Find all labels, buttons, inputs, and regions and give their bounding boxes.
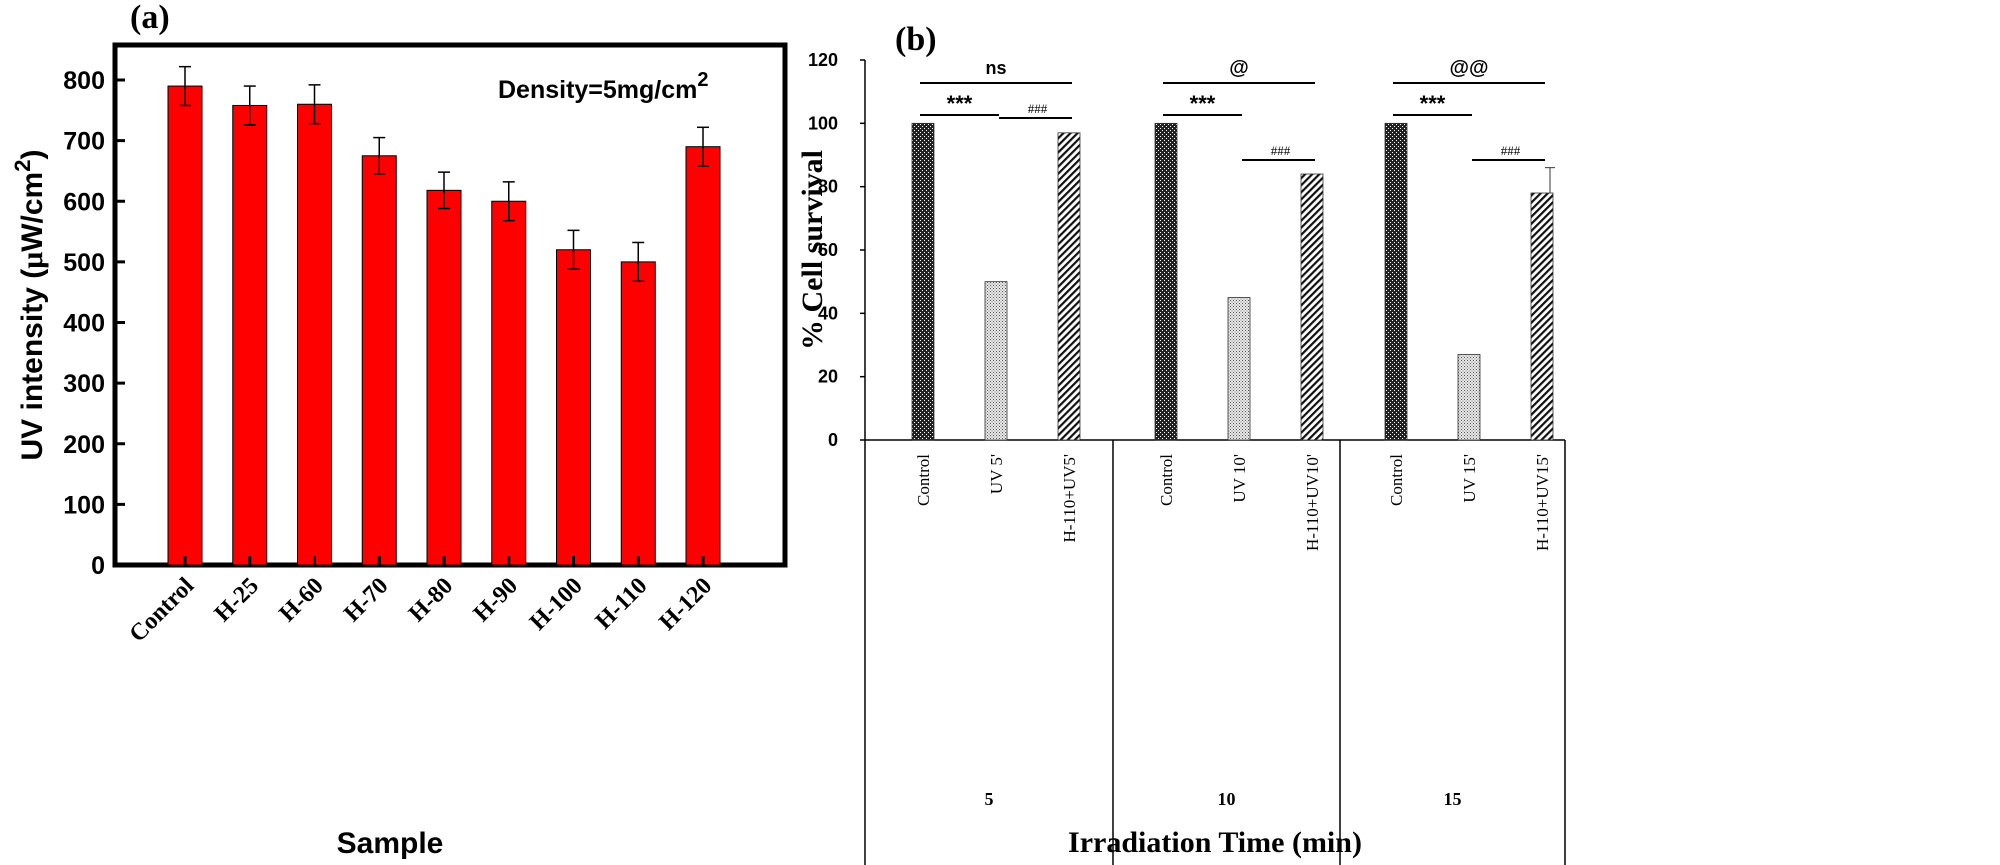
y-tick-label: 100 xyxy=(808,113,838,133)
y-tick-label: 500 xyxy=(63,249,105,277)
y-tick-label: 700 xyxy=(63,128,105,156)
panel-b-bars xyxy=(911,122,1555,441)
panel-a-x-axis-title: Sample xyxy=(337,827,444,860)
sig-label-top: @@ xyxy=(1449,57,1488,79)
bar-h-100 xyxy=(556,249,591,566)
y-tick-label: 0 xyxy=(91,552,105,580)
y-tick-label: 80 xyxy=(818,177,838,197)
panel-a-bars xyxy=(167,65,721,566)
panel-a-y-axis: 0 100 200 300 400 500 600 700 800 xyxy=(63,67,125,580)
x-category-label: UV 10' xyxy=(1230,454,1249,503)
y-tick-label: 20 xyxy=(818,367,838,387)
y-tick-label: 120 xyxy=(808,50,838,70)
x-tick-label: H-120 xyxy=(655,573,718,636)
bar-h-80 xyxy=(426,189,462,566)
bar-h-90 xyxy=(491,200,527,566)
bar-uv-5- xyxy=(984,281,1008,441)
bar-h-110-uv10- xyxy=(1300,173,1324,441)
x-tick-label: H-70 xyxy=(339,573,393,627)
group-label: 15 xyxy=(1444,789,1462,809)
bar-h-110-uv5- xyxy=(1057,132,1081,441)
y-tick-label: 0 xyxy=(828,430,838,450)
bar-h-25 xyxy=(232,104,268,566)
y-tick-label: 300 xyxy=(63,370,105,398)
x-tick-label: H-90 xyxy=(469,573,523,627)
y-title-sup: 2 xyxy=(10,160,35,172)
y-title-part: UV intensity ( xyxy=(16,269,49,461)
sig-label-left: *** xyxy=(1420,91,1446,116)
panel-a-annotation: Density=5mg/cm2 xyxy=(498,69,709,104)
bar-control xyxy=(911,122,935,441)
sig-label-left: *** xyxy=(947,91,973,116)
bar-h-110 xyxy=(620,261,656,566)
panel-b-y-axis: 0 20 40 60 80 100 120 xyxy=(808,50,865,450)
sig-label-right: ### xyxy=(1028,101,1048,116)
bar-h-110-uv15- xyxy=(1530,192,1554,441)
y-title-close: ) xyxy=(16,150,49,160)
y-tick-label: 800 xyxy=(63,67,105,95)
panel-b-significance: ns*** ###@***###@@***### xyxy=(920,57,1545,161)
sig-label-top: ns xyxy=(985,58,1006,78)
panel-a-label: (a) xyxy=(130,0,170,36)
x-tick-label: H-100 xyxy=(525,573,588,636)
x-category-label: H-110+UV10' xyxy=(1303,454,1322,551)
panel-b-label: (b) xyxy=(895,21,937,58)
panel-b-x-axis: Control UV 5' H-110+UV5' 5 Control UV 10' H-11… xyxy=(914,440,1566,865)
y-tick-label: 200 xyxy=(63,431,105,459)
x-category-label: H-110+UV5' xyxy=(1060,454,1079,543)
x-category-label: UV 15' xyxy=(1460,454,1479,503)
x-category-label: Control xyxy=(1157,454,1176,506)
bar-uv-15- xyxy=(1457,354,1481,441)
x-tick-label: H-110 xyxy=(591,573,653,635)
bar-h-120 xyxy=(685,146,721,566)
x-tick-label: H-25 xyxy=(210,573,264,627)
y-title-unit: W/cm xyxy=(16,172,49,252)
y-tick-label: 400 xyxy=(63,310,105,338)
annotation-superscript: 2 xyxy=(697,69,708,91)
x-category-label: H-110+UV15' xyxy=(1533,454,1552,551)
y-title-mu: μ xyxy=(16,252,49,269)
x-category-label: UV 5' xyxy=(987,454,1006,494)
y-tick-label: 600 xyxy=(63,188,105,216)
bar-control xyxy=(1384,122,1408,441)
y-tick-label: 40 xyxy=(818,303,838,323)
bar-h-70 xyxy=(361,155,397,566)
y-tick-label: 100 xyxy=(63,491,105,519)
group-label: 10 xyxy=(1218,789,1236,809)
y-tick-label: 60 xyxy=(818,240,838,260)
panel-a-x-axis: Control H-25 H-60 H-70 H-80 H-90 H-100 H-110 H-1… xyxy=(125,556,718,648)
panel-b-y-axis-title: % Cell survival xyxy=(796,150,829,350)
panel-a-y-axis-title: UV intensity (μW/cm2) xyxy=(10,150,49,461)
x-category-label: Control xyxy=(1387,454,1406,506)
x-tick-label: H-80 xyxy=(404,573,458,627)
annotation-text: Density=5mg/cm xyxy=(498,76,697,104)
group-label: 5 xyxy=(985,789,994,809)
bar-control xyxy=(1154,122,1178,441)
x-tick-label: Control xyxy=(125,573,200,648)
bar-uv-10- xyxy=(1227,297,1251,441)
panel-b-x-axis-title: Irradiation Time (min) xyxy=(1068,826,1362,859)
x-tick-label: H-60 xyxy=(275,573,329,627)
bar-h-60 xyxy=(297,103,332,566)
panel-a: (a) 0 100 200 300 400 500 600 700 800 Control H-2… xyxy=(10,0,788,860)
x-category-label: Control xyxy=(914,454,933,506)
sig-label-right: ### xyxy=(1501,143,1521,158)
bar-control xyxy=(167,85,203,566)
sig-label-top: @ xyxy=(1229,57,1249,79)
sig-label-left: *** xyxy=(1190,91,1216,116)
sig-label-right: ### xyxy=(1271,143,1291,158)
